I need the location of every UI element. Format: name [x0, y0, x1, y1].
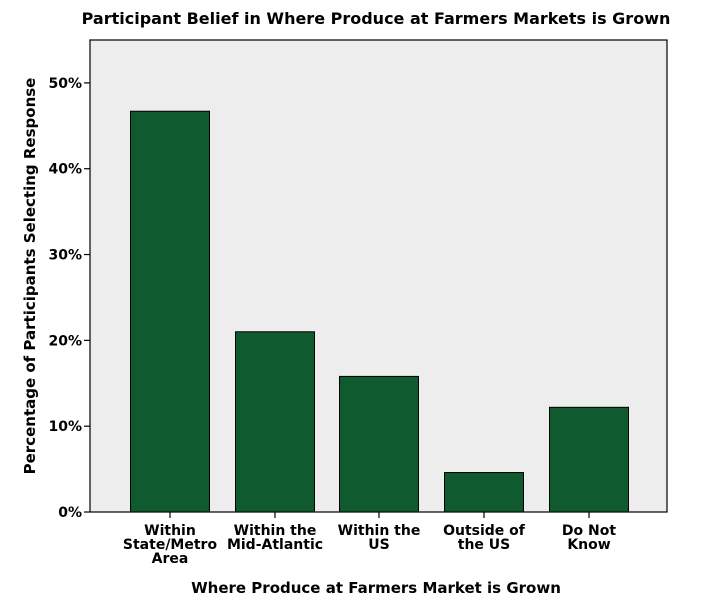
bar-1 [130, 110, 210, 513]
y-tick-label: 0% [58, 505, 82, 521]
y-tick-label: 40% [48, 162, 82, 178]
x-axis-title: Where Produce at Farmers Market is Grown [191, 579, 561, 597]
bar-4 [444, 472, 524, 513]
plot-area: 0% 10% 20% 30% 40% 50% Within State/Metro Area Wi… [48, 39, 668, 567]
bar-2 [235, 331, 315, 513]
y-tick-label: 20% [48, 333, 82, 349]
chart-title: Participant Belief in Where Produce at F… [82, 9, 671, 28]
y-tick-label: 50% [48, 76, 82, 92]
y-tick-label: 10% [48, 419, 82, 435]
x-tick-label: Within the Mid-Atlantic [227, 523, 323, 553]
x-tick-label: Do Not Know [562, 523, 616, 553]
y-axis-title: Percentage of Participants Selecting Res… [21, 78, 39, 475]
x-tick-label: Outside of the US [443, 523, 526, 553]
y-tick-label: 30% [48, 248, 82, 264]
bar-5 [549, 406, 629, 513]
x-tick-label: Within State/Metro Area [123, 523, 218, 567]
bar-3 [339, 375, 419, 513]
x-tick-label: Within the US [338, 523, 421, 553]
